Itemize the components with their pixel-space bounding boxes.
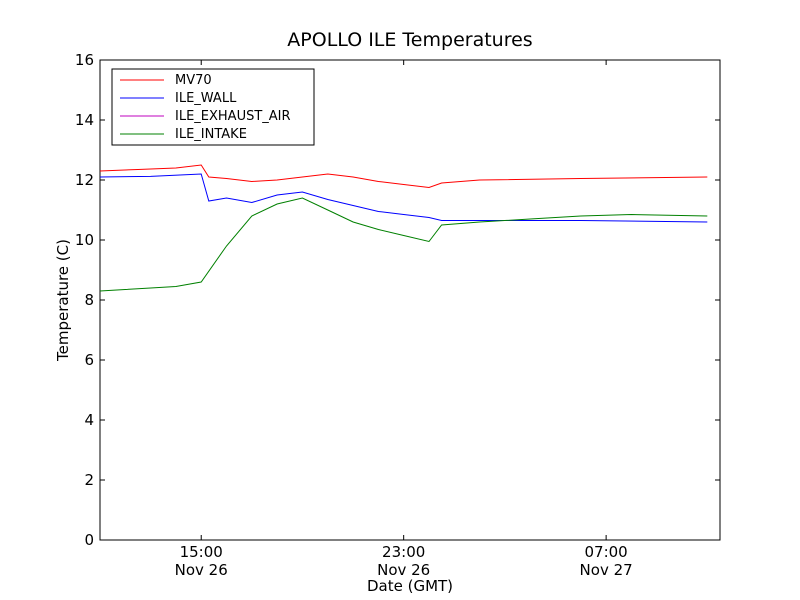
x-axis-label: Date (GMT) [367, 577, 453, 595]
y-tick-label: 0 [84, 531, 94, 549]
x-tick-label-time: 15:00 [180, 543, 223, 561]
y-tick-label: 14 [75, 111, 94, 129]
legend: MV70 ILE_WALL ILE_EXHAUST_AIR ILE_INTAKE [111, 68, 315, 146]
series-layer [99, 164, 708, 292]
series-line-ile-wall [99, 173, 708, 223]
legend-entry-label: ILE_EXHAUST_AIR [175, 109, 291, 124]
y-tick-label: 2 [84, 471, 94, 489]
series-line-ile-intake [99, 197, 708, 292]
legend-entry-label: ILE_WALL [175, 91, 237, 106]
y-axis-label: Temperature (C) [54, 239, 72, 362]
chart-title: APOLLO ILE Temperatures [287, 29, 532, 51]
x-tick-label-date: Nov 26 [175, 561, 228, 579]
y-tick-label: 8 [84, 291, 94, 309]
legend-entry-label: MV70 [175, 73, 212, 88]
legend-entry-label: ILE_INTAKE [175, 127, 247, 142]
x-tick-label-date: Nov 27 [580, 561, 633, 579]
series-line-mv70 [99, 164, 708, 189]
x-tick-label-time: 23:00 [382, 543, 425, 561]
y-tick-label: 12 [75, 171, 94, 189]
y-tick-label: 4 [84, 411, 94, 429]
x-tick-label-time: 07:00 [585, 543, 628, 561]
y-tick-label: 6 [84, 351, 94, 369]
legend-box [111, 68, 315, 146]
x-tick-label-date: Nov 26 [377, 561, 430, 579]
y-tick-label: 10 [75, 231, 94, 249]
y-tick-label: 16 [75, 51, 94, 69]
